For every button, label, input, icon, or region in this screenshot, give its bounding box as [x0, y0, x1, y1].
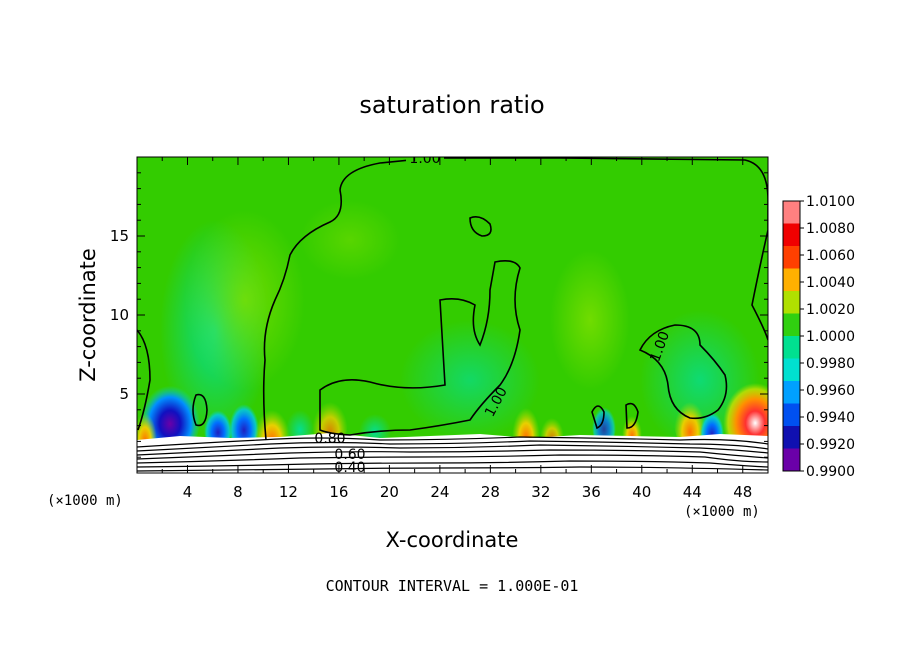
field-blob: [185, 210, 305, 390]
colorbar-swatch: [783, 336, 800, 359]
colorbar-label: 0.9920: [806, 437, 855, 453]
colorbar-swatch: [783, 201, 800, 224]
contour-line: [137, 436, 768, 448]
contour-line: [638, 324, 728, 420]
contour-interval-note: CONTOUR INTERVAL = 1.000E-01: [326, 577, 579, 595]
contour-line: [262, 189, 343, 441]
colorbar-swatch: [783, 268, 800, 291]
y-tick-label: 5: [119, 385, 129, 403]
y-axis: 5 10 15: [110, 172, 768, 458]
chart-title: saturation ratio: [359, 91, 544, 119]
surface-contours: [137, 436, 768, 472]
x-tick-label: 36: [582, 483, 601, 501]
colorbar-swatch: [783, 381, 800, 404]
colorbar-label: 0.9980: [806, 356, 855, 372]
colorbar-label: 0.9960: [806, 383, 855, 399]
x-tick-label: 32: [531, 483, 550, 501]
colorbar-label: 1.0080: [806, 221, 855, 237]
contour-line: [137, 444, 768, 456]
contour-1.00: [137, 157, 768, 441]
contour-line: [137, 440, 768, 452]
x-tick-label: 12: [279, 483, 298, 501]
contour-line: [137, 454, 768, 464]
x-tick-label: 28: [481, 483, 500, 501]
x-axis-label: X-coordinate: [386, 528, 519, 552]
plot-field: 1.00 1.00 1.00 0.80 0.60 0.40: [137, 151, 768, 476]
field-blob: [300, 200, 400, 280]
contour-line: [137, 460, 768, 468]
field-blob: [550, 250, 630, 390]
colorbar-swatch: [783, 448, 800, 471]
x-tick-label: 4: [183, 483, 193, 501]
colorbar-label: 0.9940: [806, 410, 855, 426]
contour-label: 1.00: [409, 151, 440, 167]
x-unit-left: (×1000 m): [47, 493, 123, 509]
contour-line: [319, 260, 521, 436]
x-unit-right: (×1000 m): [684, 504, 760, 520]
x-tick-label: 8: [233, 483, 243, 501]
contour-line: [625, 402, 639, 429]
colorbar-label: 1.0100: [806, 194, 855, 210]
field-blob: [400, 320, 540, 440]
colorbar-label: 1.0060: [806, 248, 855, 264]
contour-line: [137, 449, 768, 460]
colorbar-swatch: [783, 358, 800, 381]
colorbar: 0.9900 0.9920 0.9940 0.9960 0.9980 1.0000 1.00…: [782, 194, 855, 480]
x-axis: 4 8 12 16 20 24 28 32 36 40 44 48: [161, 157, 752, 501]
x-tick-label: 16: [329, 483, 348, 501]
colorbar-swatch: [783, 426, 800, 449]
y-tick-label: 10: [110, 306, 129, 324]
contour-line: [192, 393, 208, 427]
colorbar-label: 0.9900: [806, 464, 855, 480]
colorbar-label: 1.0000: [806, 329, 855, 345]
colorbar-swatch: [783, 403, 800, 426]
contour-line: [137, 329, 151, 431]
contour-line: [591, 405, 605, 430]
colorbar-label: 1.0020: [806, 302, 855, 318]
colorbar-swatch: [783, 246, 800, 269]
contour-label: 0.40: [334, 460, 365, 476]
colorbar-swatch: [783, 313, 800, 336]
y-axis-label: Z-coordinate: [76, 248, 100, 382]
contour-line: [469, 216, 492, 237]
colorbar-swatch: [783, 291, 800, 314]
colorbar-swatch: [783, 223, 800, 246]
x-tick-label: 20: [380, 483, 399, 501]
contour-label: 0.80: [314, 431, 345, 447]
y-tick-label: 15: [110, 227, 129, 245]
moist-anomaly: [674, 390, 706, 450]
x-tick-label: 48: [733, 483, 752, 501]
x-tick-label: 44: [683, 483, 702, 501]
contour-labels: 1.00 1.00 1.00 0.80 0.60 0.40: [314, 151, 673, 476]
colorbar-label: 1.0040: [806, 275, 855, 291]
x-tick-label: 24: [430, 483, 449, 501]
x-tick-label: 40: [632, 483, 651, 501]
label-mask: [406, 157, 444, 164]
contour-label: 0.60: [334, 447, 365, 463]
